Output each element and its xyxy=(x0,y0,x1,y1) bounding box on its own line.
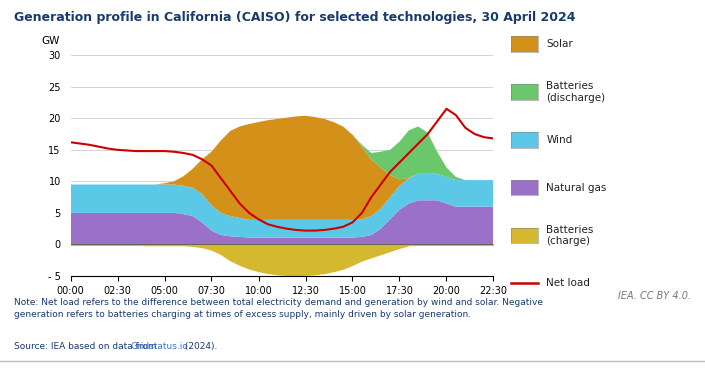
Text: Generation profile in California (CAISO) for selected technologies, 30 April 202: Generation profile in California (CAISO)… xyxy=(14,11,575,24)
Text: Solar: Solar xyxy=(546,39,573,49)
Text: Batteries
(charge): Batteries (charge) xyxy=(546,225,594,246)
Text: Net load: Net load xyxy=(546,278,590,289)
Text: Batteries
(discharge): Batteries (discharge) xyxy=(546,81,606,103)
Text: Wind: Wind xyxy=(546,135,572,145)
Text: Note: Net load refers to the difference between total electricity demand and gen: Note: Net load refers to the difference … xyxy=(14,298,543,319)
Text: Gridstatus.io: Gridstatus.io xyxy=(130,342,188,351)
Text: GW: GW xyxy=(41,36,59,46)
Text: (2024).: (2024). xyxy=(182,342,217,351)
Text: Source: IEA based on data from: Source: IEA based on data from xyxy=(14,342,159,351)
Text: Natural gas: Natural gas xyxy=(546,183,607,193)
Text: IEA. CC BY 4.0.: IEA. CC BY 4.0. xyxy=(618,291,691,301)
